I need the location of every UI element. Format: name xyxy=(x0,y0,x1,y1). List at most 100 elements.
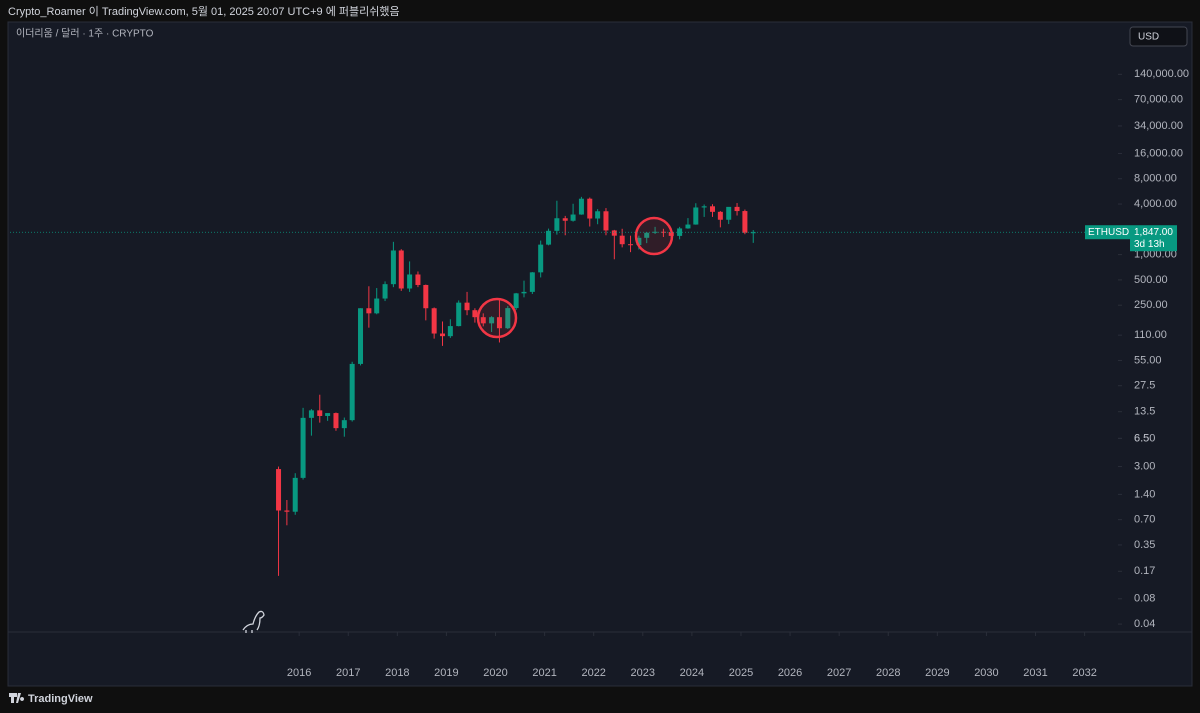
highlight-circle xyxy=(476,297,518,339)
highlight-circle xyxy=(634,216,674,256)
y-tick-label: 0.04 xyxy=(1134,618,1155,630)
candle-body xyxy=(407,274,413,289)
y-tick-label: 0.35 xyxy=(1134,539,1155,551)
y-tick-label: 0.17 xyxy=(1134,565,1155,577)
y-tick-label: 70,000.00 xyxy=(1134,94,1183,106)
candle-body xyxy=(570,214,576,221)
candle-body xyxy=(717,211,723,220)
candle-body xyxy=(489,317,495,324)
candle-body xyxy=(742,211,748,233)
y-tick-label: 3.00 xyxy=(1134,460,1155,472)
y-tick-label: 500.00 xyxy=(1134,274,1168,286)
candle-body xyxy=(595,211,601,219)
candle-body xyxy=(374,298,380,314)
y-tick-label: 6.50 xyxy=(1134,432,1155,444)
x-tick-label: 2028 xyxy=(876,667,900,679)
candle-body xyxy=(472,310,478,318)
y-tick-label: 4,000.00 xyxy=(1134,198,1177,210)
candle-body xyxy=(341,420,347,429)
symbol-label: ETHUSD xyxy=(1088,227,1129,238)
symbol-tag xyxy=(1085,225,1130,240)
x-tick-label: 2021 xyxy=(532,667,556,679)
currency-button[interactable] xyxy=(1129,26,1188,47)
candle-body xyxy=(562,218,568,221)
y-tick-label: 13.5 xyxy=(1134,406,1155,418)
x-tick-label: 2029 xyxy=(925,667,949,679)
header-text: Crypto_Roamer 이 TradingView.com, 5월 01, … xyxy=(8,5,400,18)
candle-body xyxy=(496,317,502,329)
candle-body xyxy=(382,284,388,299)
mascot-icon xyxy=(242,610,265,633)
x-tick-label: 2017 xyxy=(336,667,360,679)
y-tick-label: 16,000.00 xyxy=(1134,147,1183,159)
x-tick-label: 2020 xyxy=(483,667,507,679)
y-tick-label: 0.08 xyxy=(1134,593,1155,605)
y-tick-label: 55.00 xyxy=(1134,354,1162,366)
y-tick-label: 27.5 xyxy=(1134,380,1155,392)
candle-body xyxy=(276,469,282,511)
x-tick-label: 2030 xyxy=(974,667,998,679)
last-price-label: 1,847.00 xyxy=(1134,227,1173,238)
brand-name: TradingView xyxy=(28,693,93,705)
candle-body xyxy=(693,207,699,225)
candle-body xyxy=(349,363,355,421)
candle-body xyxy=(701,206,707,208)
candle-body xyxy=(750,232,756,234)
currency-label: USD xyxy=(1138,32,1159,43)
x-tick-label: 2032 xyxy=(1072,667,1096,679)
brand-logo xyxy=(9,693,25,703)
candle-body xyxy=(308,410,314,418)
x-tick-label: 2023 xyxy=(631,667,655,679)
candle-body xyxy=(538,244,544,273)
candle-body xyxy=(619,235,625,245)
x-tick-label: 2025 xyxy=(729,667,753,679)
candle-body xyxy=(521,291,527,294)
x-tick-label: 2027 xyxy=(827,667,851,679)
y-tick-label: 250.00 xyxy=(1134,299,1168,311)
candle-body xyxy=(390,250,396,285)
y-tick-label: 1.40 xyxy=(1134,488,1155,500)
candle-body xyxy=(333,413,339,429)
chart-panel xyxy=(7,21,1193,687)
candle-body xyxy=(505,308,511,329)
candle-body xyxy=(513,293,519,309)
candle-body xyxy=(710,206,716,212)
x-tick-label: 2024 xyxy=(680,667,704,679)
y-tick-label: 0.70 xyxy=(1134,514,1155,526)
candle-body xyxy=(423,284,429,309)
x-tick-label: 2026 xyxy=(778,667,802,679)
countdown-label: 3d 13h xyxy=(1134,239,1165,250)
y-tick-label: 8,000.00 xyxy=(1134,173,1177,185)
candle-body xyxy=(578,198,584,215)
candle-body xyxy=(415,274,421,285)
candle-body xyxy=(529,272,535,292)
x-tick-label: 2022 xyxy=(581,667,605,679)
candle-body xyxy=(636,237,642,246)
candle-body xyxy=(726,206,732,220)
candle-body xyxy=(431,308,437,334)
candle-body xyxy=(611,230,617,236)
candle-body xyxy=(480,317,486,324)
candle-body xyxy=(325,413,331,416)
candle-body xyxy=(603,211,609,231)
y-tick-label: 34,000.00 xyxy=(1134,120,1183,132)
candle-body xyxy=(284,510,290,512)
x-tick-label: 2031 xyxy=(1023,667,1047,679)
candle-body xyxy=(292,477,298,512)
x-tick-label: 2018 xyxy=(385,667,409,679)
candle-body xyxy=(734,206,740,212)
candle-body xyxy=(685,224,691,229)
plot-area xyxy=(276,196,756,576)
candle-body xyxy=(366,308,372,314)
candle-body xyxy=(644,232,650,238)
y-tick-label: 110.00 xyxy=(1134,329,1167,341)
candle-body xyxy=(398,250,404,289)
candle-body xyxy=(546,230,552,245)
candle-body xyxy=(587,198,593,219)
candle-body xyxy=(358,308,364,364)
candle-body xyxy=(554,218,560,231)
candle-body xyxy=(447,326,453,337)
y-tick-label: 6.5 xyxy=(1134,432,1149,444)
